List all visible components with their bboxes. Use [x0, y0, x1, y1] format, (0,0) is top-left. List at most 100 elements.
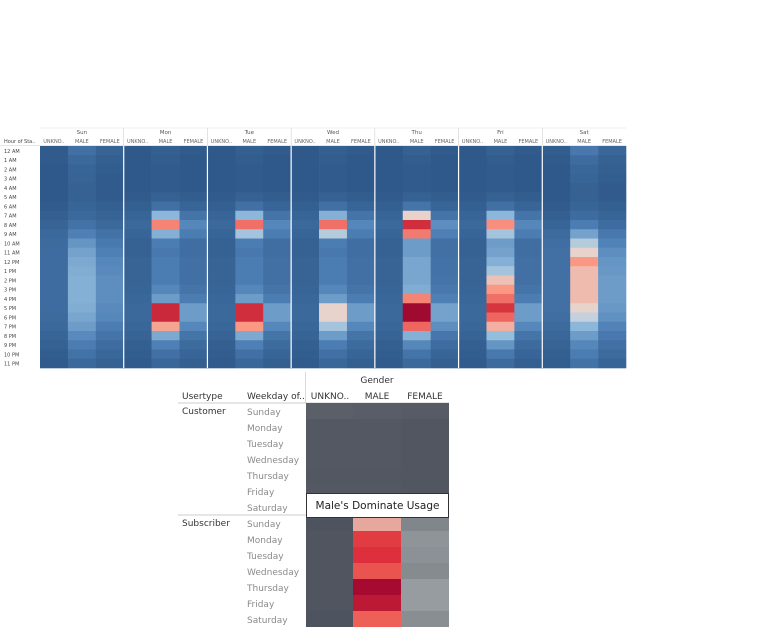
heat-cell	[123, 247, 152, 258]
heat-cell	[123, 303, 152, 313]
heat-cell	[430, 173, 459, 184]
hour-label: 6 PM	[4, 315, 16, 321]
column-label-1: MALE	[365, 392, 390, 402]
heat-cell	[486, 247, 515, 258]
heat-cell	[40, 201, 69, 212]
heat-cell	[319, 266, 348, 276]
heat-cell	[570, 192, 599, 202]
heat-cell	[123, 201, 152, 212]
day-label-wed: Wed	[327, 130, 339, 136]
heat-cell	[151, 155, 180, 165]
heat-cell	[179, 294, 208, 304]
heat-cell	[179, 192, 208, 202]
heat-cell	[151, 303, 180, 313]
heat-cell	[179, 201, 208, 212]
heat-cell	[291, 247, 320, 258]
heat-cell	[319, 238, 348, 249]
heat-cell	[123, 146, 152, 156]
gender-label: UNKNO..	[294, 139, 316, 145]
heat-cell	[458, 164, 487, 175]
heat-cell	[179, 257, 208, 267]
heat-cell	[151, 284, 180, 295]
heat-cell	[514, 229, 543, 239]
heat-cell	[179, 349, 208, 360]
heat-cell	[514, 340, 543, 350]
heat-cell	[458, 210, 487, 221]
heat-cell	[263, 294, 292, 304]
weekday-label: Thursday	[246, 584, 290, 594]
heat-cell	[291, 238, 320, 249]
heat-cell	[179, 321, 208, 332]
heat-cell	[346, 210, 376, 221]
heat-cell	[486, 312, 515, 323]
heat-cell	[235, 192, 264, 202]
heat-cell	[401, 435, 449, 451]
heat-cell	[263, 275, 292, 286]
heat-cell	[374, 349, 404, 360]
heat-cell	[458, 238, 487, 249]
heat-cell	[542, 229, 571, 239]
heat-cell	[95, 229, 125, 239]
heat-cell	[374, 358, 404, 369]
heat-cell	[598, 146, 627, 156]
heat-cell	[319, 201, 348, 212]
heat-cell	[235, 257, 264, 267]
heat-cell	[486, 210, 515, 221]
gender-label: FEMALE	[602, 139, 622, 145]
heat-cell	[598, 183, 627, 193]
weekday-label: Saturday	[247, 616, 288, 626]
heat-cell	[402, 257, 431, 267]
heat-cell	[430, 229, 459, 239]
heat-cell	[486, 229, 515, 239]
heat-cell	[207, 238, 236, 249]
heat-cell	[374, 220, 404, 230]
heat-cell	[402, 340, 431, 350]
weekday-label: Tuesday	[246, 440, 284, 450]
heat-cell	[291, 201, 320, 212]
heat-cell	[346, 331, 376, 341]
heat-cell	[319, 284, 348, 295]
heat-cell	[235, 164, 264, 175]
heat-cell	[235, 340, 264, 350]
heat-cell	[430, 284, 459, 295]
heat-cell	[235, 220, 264, 230]
heat-cell	[151, 349, 180, 360]
weekday-header: Weekday of..	[247, 392, 305, 402]
hour-label: 10 PM	[4, 352, 19, 358]
hour-label: 11 PM	[4, 362, 19, 368]
heat-cell	[291, 294, 320, 304]
heat-cell	[570, 173, 599, 184]
heat-cell	[458, 192, 487, 202]
heat-cell	[598, 284, 627, 295]
gender-label: MALE	[410, 139, 424, 145]
heat-cell	[542, 183, 571, 193]
hour-label: 12 AM	[4, 149, 20, 155]
heat-cell	[570, 266, 599, 276]
heat-cell	[430, 192, 459, 202]
heat-cell	[306, 419, 354, 435]
heat-cell	[346, 303, 376, 313]
heat-cell	[374, 294, 404, 304]
heat-cell	[430, 257, 459, 267]
heat-cell	[542, 331, 571, 341]
heat-cell	[123, 266, 152, 276]
heat-cell	[486, 192, 515, 202]
heat-cell	[67, 340, 97, 350]
heat-cell	[402, 229, 431, 239]
heat-cell	[401, 451, 449, 467]
hourly-heatmap: Sun UNKNO.. MALE FEMALE Mon UNKNO.. MALE FEMALE…	[0, 127, 627, 369]
heat-cell	[374, 146, 404, 156]
heat-cell	[40, 275, 69, 286]
hour-label: 6 AM	[4, 204, 17, 210]
heat-cell	[458, 294, 487, 304]
heat-cell	[123, 349, 152, 360]
heat-cell	[151, 220, 180, 230]
heat-cell	[514, 155, 543, 165]
heat-cell	[458, 146, 487, 156]
heat-cell	[291, 257, 320, 267]
heat-cell	[123, 294, 152, 304]
heat-cell	[306, 467, 354, 483]
heat-cell	[402, 201, 431, 212]
heat-cell	[179, 303, 208, 313]
hour-label: 3 AM	[4, 177, 17, 183]
